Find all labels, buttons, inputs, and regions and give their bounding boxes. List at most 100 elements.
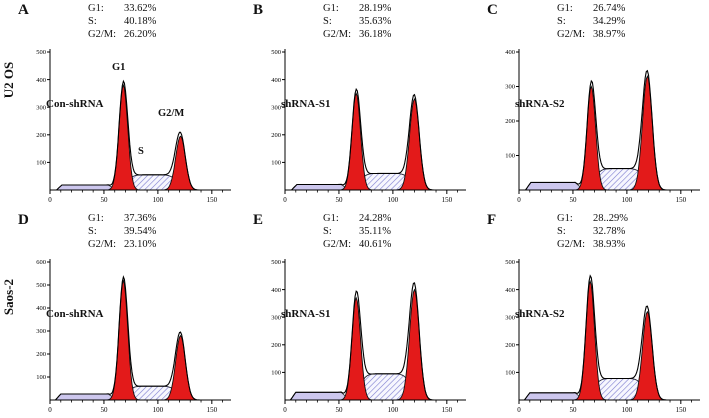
svg-text:150: 150 bbox=[442, 406, 453, 414]
svg-text:200: 200 bbox=[505, 342, 515, 349]
svg-text:300: 300 bbox=[36, 104, 46, 111]
stat-value: 33.62% bbox=[124, 3, 157, 14]
svg-text:150: 150 bbox=[676, 406, 687, 414]
histogram-plot: 100 200 300 400 500 0 50 100 150 bbox=[271, 49, 466, 204]
panel-letter: F bbox=[487, 212, 497, 228]
svg-text:150: 150 bbox=[676, 196, 687, 204]
cell-cycle-stats: G1: 28.19% S: 35.63% G2/M: 36.18% bbox=[323, 2, 391, 41]
svg-text:300: 300 bbox=[505, 314, 515, 321]
stat-value: 28..29% bbox=[593, 213, 628, 224]
svg-text:0: 0 bbox=[517, 406, 521, 414]
svg-text:100: 100 bbox=[153, 196, 164, 204]
s-phase-label: S bbox=[138, 146, 144, 157]
stat-label: G2/M: bbox=[88, 239, 117, 251]
stat-label: G1: bbox=[323, 213, 339, 224]
stat-label: S: bbox=[557, 16, 566, 28]
stat-row: G1: 24.28% bbox=[323, 212, 391, 225]
cell-cycle-stats: G1: 28..29% S: 32.78% G2/M: 38.93% bbox=[557, 212, 628, 251]
svg-text:100: 100 bbox=[388, 406, 399, 414]
stat-label: G1: bbox=[88, 213, 104, 224]
stat-value: 39.54% bbox=[124, 226, 157, 238]
g2m-peak-label: G2/M bbox=[158, 108, 185, 119]
stat-row: S: 40.18% bbox=[88, 15, 156, 28]
sample-label: shRNA-S1 bbox=[281, 308, 331, 320]
svg-text:50: 50 bbox=[100, 406, 108, 414]
svg-text:0: 0 bbox=[48, 196, 52, 204]
histogram-plot: 100 200 300 400 500 0 50 100 150 bbox=[36, 49, 231, 204]
panel-letter: D bbox=[18, 212, 29, 228]
stat-row: G1: 26.74% bbox=[557, 2, 625, 15]
stat-label: S: bbox=[557, 226, 566, 238]
stat-label: G2/M: bbox=[557, 239, 586, 251]
stat-value: 24.28% bbox=[359, 213, 392, 224]
stat-row: G1: 37.36% bbox=[88, 212, 156, 225]
svg-text:500: 500 bbox=[36, 49, 46, 56]
svg-text:50: 50 bbox=[569, 196, 577, 204]
panel-a: A G1: 33.62% S: 40.18% G2/M: 26.20% 100 200 3… bbox=[16, 2, 246, 208]
svg-text:300: 300 bbox=[505, 84, 515, 91]
histogram-plot: 100 200 300 400 0 50 100 150 bbox=[505, 49, 700, 204]
svg-text:150: 150 bbox=[207, 196, 218, 204]
stat-value: 26.74% bbox=[593, 3, 626, 14]
plot-area: 100 200 300 400 0 50 100 150 shRNA-S2 bbox=[491, 46, 703, 206]
sample-label: Con-shRNA bbox=[46, 308, 104, 320]
panel-letter: B bbox=[253, 2, 264, 18]
svg-text:300: 300 bbox=[271, 314, 281, 321]
stat-value: 28.19% bbox=[359, 3, 392, 14]
stat-row: G2/M: 38.97% bbox=[557, 28, 625, 41]
stat-row: S: 35.63% bbox=[323, 15, 391, 28]
sample-label: shRNA-S1 bbox=[281, 98, 331, 110]
stat-row: G1: 28.19% bbox=[323, 2, 391, 15]
svg-text:200: 200 bbox=[271, 132, 281, 139]
svg-text:400: 400 bbox=[505, 49, 515, 56]
svg-text:200: 200 bbox=[36, 132, 46, 139]
svg-text:0: 0 bbox=[48, 406, 52, 414]
stat-row: S: 39.54% bbox=[88, 225, 156, 238]
svg-text:0: 0 bbox=[283, 406, 287, 414]
svg-text:400: 400 bbox=[271, 77, 281, 84]
stat-row: G2/M: 38.93% bbox=[557, 238, 628, 251]
stat-label: G1: bbox=[557, 213, 573, 224]
svg-text:50: 50 bbox=[335, 196, 343, 204]
cell-cycle-stats: G1: 33.62% S: 40.18% G2/M: 26.20% bbox=[88, 2, 156, 41]
svg-text:50: 50 bbox=[569, 406, 577, 414]
stat-value: 34.29% bbox=[593, 16, 626, 28]
stat-value: 40.61% bbox=[359, 239, 392, 251]
panel-f: F G1: 28..29% S: 32.78% G2/M: 38.93% 100 200… bbox=[485, 212, 709, 418]
cell-cycle-stats: G1: 24.28% S: 35.11% G2/M: 40.61% bbox=[323, 212, 391, 251]
svg-text:100: 100 bbox=[388, 196, 399, 204]
panel-letter: E bbox=[253, 212, 264, 228]
panel-letter: A bbox=[18, 2, 29, 18]
stat-label: G1: bbox=[88, 3, 104, 14]
svg-text:200: 200 bbox=[36, 351, 46, 358]
stat-label: S: bbox=[323, 16, 332, 28]
svg-text:100: 100 bbox=[622, 406, 633, 414]
histogram-plot: 100 200 300 400 500 0 50 100 150 bbox=[505, 259, 700, 414]
stat-value: 32.78% bbox=[593, 226, 626, 238]
stat-label: G2/M: bbox=[323, 29, 352, 41]
stat-row: G2/M: 23.10% bbox=[88, 238, 156, 251]
stat-value: 38.93% bbox=[593, 239, 626, 251]
sample-label: shRNA-S2 bbox=[515, 308, 565, 320]
stat-row: G1: 33.62% bbox=[88, 2, 156, 15]
svg-text:50: 50 bbox=[335, 406, 343, 414]
svg-text:500: 500 bbox=[271, 49, 281, 56]
stat-label: G2/M: bbox=[557, 29, 586, 41]
svg-text:500: 500 bbox=[271, 259, 281, 266]
stat-value: 35.63% bbox=[359, 16, 392, 28]
g1-peak-label: G1 bbox=[112, 62, 126, 73]
sample-label: shRNA-S2 bbox=[515, 98, 565, 110]
stat-value: 40.18% bbox=[124, 16, 157, 28]
stat-label: G1: bbox=[557, 3, 573, 14]
stat-row: S: 34.29% bbox=[557, 15, 625, 28]
stat-row: G2/M: 40.61% bbox=[323, 238, 391, 251]
stat-value: 36.18% bbox=[359, 29, 392, 41]
svg-text:100: 100 bbox=[505, 370, 515, 377]
plot-area: 100 200 300 400 500 0 50 100 150 shRNA-S1 bbox=[257, 256, 469, 416]
stat-label: G1: bbox=[323, 3, 339, 14]
svg-text:150: 150 bbox=[442, 196, 453, 204]
svg-text:400: 400 bbox=[36, 77, 46, 84]
panel-letter: C bbox=[487, 2, 498, 18]
histogram-plot: 100 200 300 400 500 0 50 100 150 bbox=[271, 259, 466, 414]
